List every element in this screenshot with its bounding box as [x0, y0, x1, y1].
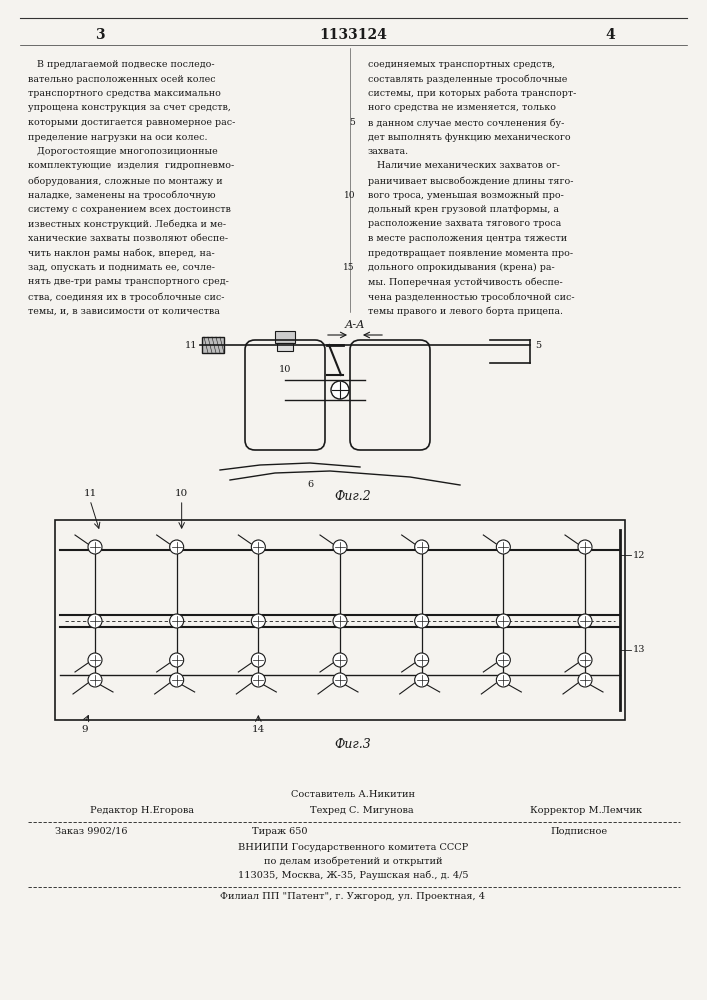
Text: в данном случае место сочленения бу-: в данном случае место сочленения бу-: [368, 118, 564, 127]
Circle shape: [333, 673, 347, 687]
Text: 11: 11: [83, 489, 97, 498]
Text: Заказ 9902/16: Заказ 9902/16: [55, 827, 127, 836]
Circle shape: [88, 673, 102, 687]
Text: известных конструкций. Лебедка и ме-: известных конструкций. Лебедка и ме-: [28, 220, 226, 229]
Text: захвата.: захвата.: [368, 147, 409, 156]
Text: по делам изобретений и открытий: по делам изобретений и открытий: [264, 857, 443, 866]
Circle shape: [333, 614, 347, 628]
Text: раничивает высвобождение длины тяго-: раничивает высвобождение длины тяго-: [368, 176, 573, 186]
Text: предотвращает появление момента про-: предотвращает появление момента про-: [368, 248, 573, 257]
Text: 13: 13: [633, 646, 645, 654]
Text: Корректор М.Лемчик: Корректор М.Лемчик: [530, 806, 642, 815]
Circle shape: [578, 653, 592, 667]
Text: 15: 15: [344, 263, 355, 272]
Circle shape: [88, 540, 102, 554]
Circle shape: [496, 673, 510, 687]
Text: Подписное: Подписное: [550, 827, 607, 836]
Circle shape: [170, 653, 184, 667]
Text: 12: 12: [633, 550, 645, 560]
Text: нять две-три рамы транспортного сред-: нять две-три рамы транспортного сред-: [28, 277, 229, 286]
Text: вательно расположенных осей колес: вательно расположенных осей колес: [28, 75, 216, 84]
Circle shape: [251, 673, 265, 687]
Text: чена разделенностью трособлочной сис-: чена разделенностью трособлочной сис-: [368, 292, 575, 302]
Text: пределение нагрузки на оси колес.: пределение нагрузки на оси колес.: [28, 132, 207, 141]
Circle shape: [415, 540, 428, 554]
Text: 113035, Москва, Ж-35, Раушская наб., д. 4/5: 113035, Москва, Ж-35, Раушская наб., д. …: [238, 871, 468, 880]
Text: 14: 14: [252, 725, 265, 734]
Text: ханические захваты позволяют обеспе-: ханические захваты позволяют обеспе-: [28, 234, 228, 243]
Text: 5: 5: [349, 118, 355, 127]
Text: ства, соединяя их в трособлочные сис-: ства, соединяя их в трособлочные сис-: [28, 292, 225, 302]
Circle shape: [251, 614, 265, 628]
Text: 5: 5: [535, 340, 541, 350]
Text: Дорогостоящие многопозиционные: Дорогостоящие многопозиционные: [28, 147, 218, 156]
Text: Фиг.2: Фиг.2: [334, 490, 371, 503]
Text: наладке, заменены на трособлочную: наладке, заменены на трособлочную: [28, 190, 216, 200]
Text: 3: 3: [95, 28, 105, 42]
Text: вого троса, уменьшая возможный про-: вого троса, уменьшая возможный про-: [368, 190, 564, 200]
Text: систему с сохранением всех достоинств: систему с сохранением всех достоинств: [28, 205, 231, 214]
Text: дет выполнять функцию механического: дет выполнять функцию механического: [368, 132, 571, 141]
Text: 10: 10: [279, 365, 291, 374]
Circle shape: [88, 653, 102, 667]
Text: В предлагаемой подвеске последо-: В предлагаемой подвеске последо-: [28, 60, 215, 69]
Text: ВНИИПИ Государственного комитета СССР: ВНИИПИ Государственного комитета СССР: [238, 843, 468, 852]
Text: ного средства не изменяется, только: ного средства не изменяется, только: [368, 104, 556, 112]
Circle shape: [578, 614, 592, 628]
Text: темы правого и левого борта прицепа.: темы правого и левого борта прицепа.: [368, 306, 563, 316]
Text: 6: 6: [307, 480, 313, 489]
Circle shape: [496, 653, 510, 667]
Text: мы. Поперечная устойчивость обеспе-: мы. Поперечная устойчивость обеспе-: [368, 277, 563, 287]
Text: Наличие механических захватов ог-: Наличие механических захватов ог-: [368, 161, 560, 170]
Text: комплектующие  изделия  гидропневмо-: комплектующие изделия гидропневмо-: [28, 161, 234, 170]
Circle shape: [170, 540, 184, 554]
Text: Составитель А.Никитин: Составитель А.Никитин: [291, 790, 415, 799]
Bar: [202, 337, 224, 353]
Text: которыми достигается равномерное рас-: которыми достигается равномерное рас-: [28, 118, 235, 127]
Text: Техред С. Мигунова: Техред С. Мигунова: [310, 806, 414, 815]
Text: в месте расположения центра тяжести: в месте расположения центра тяжести: [368, 234, 567, 243]
Circle shape: [415, 614, 428, 628]
Text: Фиг.3: Фиг.3: [334, 738, 371, 751]
Circle shape: [333, 540, 347, 554]
Circle shape: [88, 614, 102, 628]
Text: 10: 10: [175, 489, 188, 498]
Circle shape: [170, 673, 184, 687]
Circle shape: [333, 653, 347, 667]
Circle shape: [251, 653, 265, 667]
Text: Филиал ПП "Патент", г. Ужгород, ул. Проектная, 4: Филиал ПП "Патент", г. Ужгород, ул. Прое…: [221, 892, 486, 901]
Circle shape: [415, 673, 428, 687]
Text: 11: 11: [185, 340, 197, 350]
Circle shape: [578, 673, 592, 687]
Text: дольного опрокидывания (крена) ра-: дольного опрокидывания (крена) ра-: [368, 263, 555, 272]
Text: 4: 4: [605, 28, 615, 42]
Text: соединяемых транспортных средств,: соединяемых транспортных средств,: [368, 60, 555, 69]
Text: зад, опускать и поднимать ее, сочле-: зад, опускать и поднимать ее, сочле-: [28, 263, 215, 272]
Circle shape: [415, 653, 428, 667]
Text: Тираж 650: Тираж 650: [252, 827, 308, 836]
Circle shape: [496, 614, 510, 628]
Circle shape: [578, 540, 592, 554]
Bar: [275, 331, 295, 343]
Text: расположение захвата тягового троса: расположение захвата тягового троса: [368, 220, 561, 229]
Text: транспортного средства максимально: транспортного средства максимально: [28, 89, 221, 98]
Text: системы, при которых работа транспорт-: системы, при которых работа транспорт-: [368, 89, 576, 99]
Bar: [55, 520, 625, 720]
Text: составлять разделенные трособлочные: составлять разделенные трособлочные: [368, 75, 568, 84]
Bar: [277, 343, 293, 351]
Circle shape: [251, 540, 265, 554]
Text: А-А: А-А: [345, 320, 366, 330]
Text: 9: 9: [82, 725, 88, 734]
Text: чить наклон рамы набок, вперед, на-: чить наклон рамы набок, вперед, на-: [28, 248, 215, 258]
Circle shape: [170, 614, 184, 628]
Circle shape: [331, 381, 349, 399]
Text: Редактор Н.Егорова: Редактор Н.Егорова: [90, 806, 194, 815]
Text: упрощена конструкция за счет средств,: упрощена конструкция за счет средств,: [28, 104, 231, 112]
Text: оборудования, сложные по монтажу и: оборудования, сложные по монтажу и: [28, 176, 223, 186]
Circle shape: [496, 540, 510, 554]
Text: 10: 10: [344, 190, 355, 200]
Text: 1133124: 1133124: [319, 28, 387, 42]
Text: дольный крен грузовой платформы, а: дольный крен грузовой платформы, а: [368, 205, 559, 214]
Text: темы, и, в зависимости от количества: темы, и, в зависимости от количества: [28, 306, 220, 316]
